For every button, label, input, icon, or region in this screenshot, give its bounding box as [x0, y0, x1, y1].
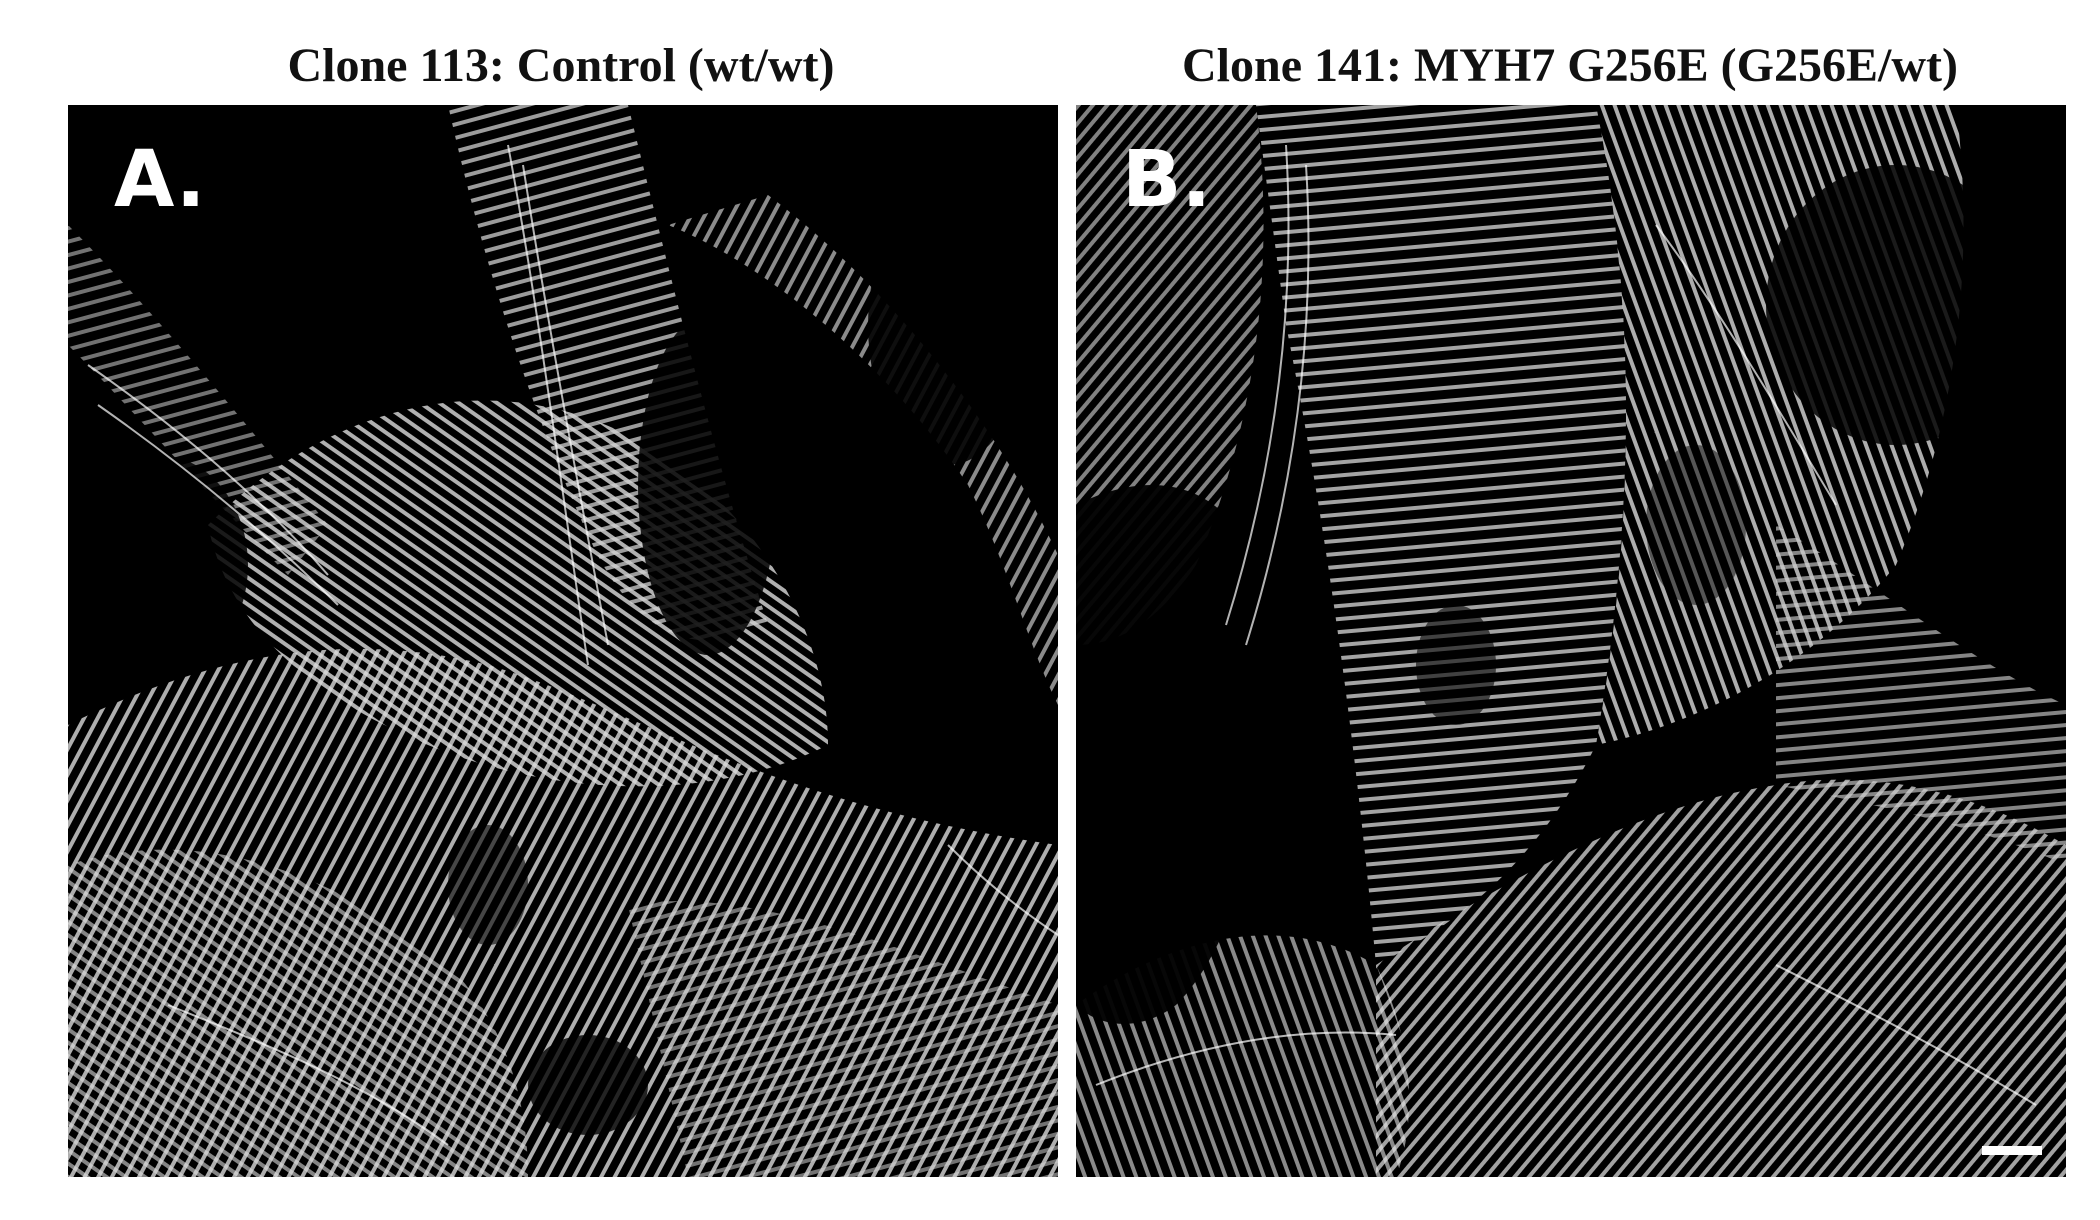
micrograph-panel-a: A. — [68, 105, 1058, 1177]
panel-b-letter: B. — [1122, 135, 1212, 225]
scale-bar — [1982, 1146, 2042, 1155]
panel-b-title: Clone 141: MYH7 G256E (G256E/wt) — [1182, 39, 1958, 92]
sarcomere-image-b — [1076, 105, 2066, 1177]
sarcomere-image-a — [68, 105, 1058, 1177]
panel-a-title: Clone 113: Control (wt/wt) — [287, 39, 835, 92]
micrograph-panel-b: B. — [1076, 105, 2066, 1177]
panel-a-letter: A. — [114, 135, 206, 225]
